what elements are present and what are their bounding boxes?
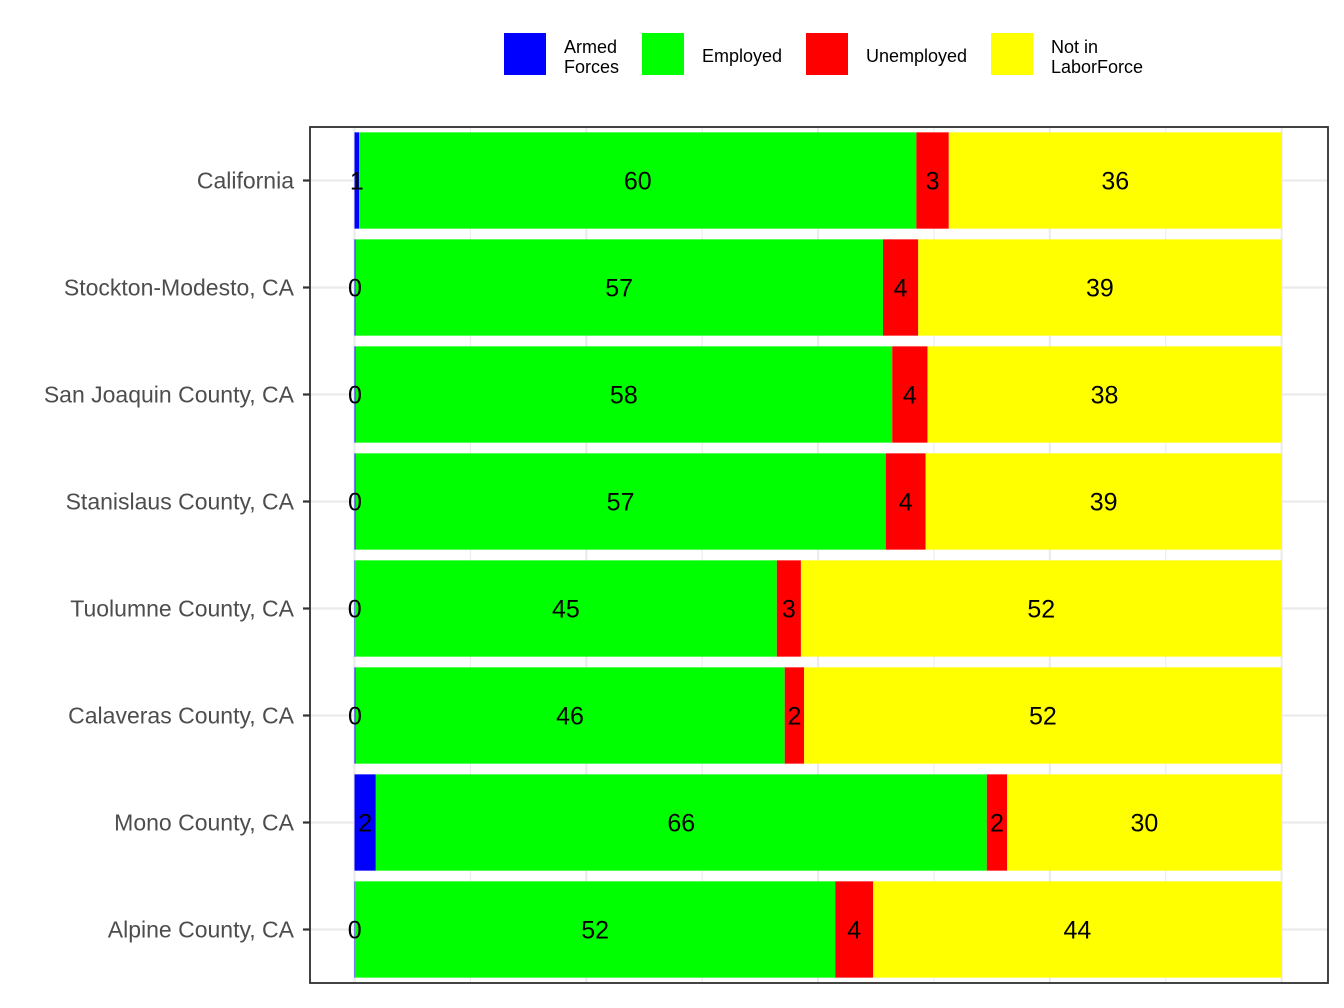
- bar-unemployed: [885, 453, 926, 550]
- bar-armed-forces: [354, 132, 360, 229]
- legend-key-not-in-laborforce: [991, 33, 1033, 75]
- y-tick-label: Alpine County, CA: [108, 917, 295, 943]
- value-label: 58: [610, 382, 638, 410]
- value-label: 0: [348, 382, 362, 410]
- bar-employed: [355, 453, 886, 550]
- bar-not-in-laborforce: [800, 560, 1282, 657]
- bar-not-in-laborforce: [948, 132, 1282, 229]
- value-label: 1: [350, 168, 364, 196]
- bar-unemployed: [892, 346, 928, 443]
- bars: [354, 132, 1282, 978]
- legend-label: Unemployed: [866, 46, 967, 66]
- bar-unemployed: [986, 774, 1008, 871]
- bar-armed-forces: [354, 667, 356, 764]
- legend-key-employed: [642, 33, 684, 75]
- y-tick-label: Stockton-Modesto, CA: [64, 275, 295, 301]
- value-label: 38: [1091, 382, 1119, 410]
- bar-armed-forces: [354, 453, 356, 550]
- value-label: 4: [847, 917, 861, 945]
- bar-armed-forces: [354, 346, 356, 443]
- value-label: 45: [552, 596, 580, 624]
- legend: Armed Forces Employed Unemployed Not in Labor…: [504, 33, 1143, 77]
- bar-not-in-laborforce: [873, 881, 1282, 978]
- y-tick-label: Stanislaus County, CA: [66, 489, 295, 515]
- value-label: 0: [348, 275, 362, 303]
- legend-label: Not in LaborForce: [1051, 37, 1143, 77]
- value-label: 52: [1027, 596, 1055, 624]
- value-label: 0: [348, 489, 362, 517]
- y-tick-label: Calaveras County, CA: [68, 703, 294, 729]
- value-label: 4: [894, 275, 908, 303]
- bar-employed: [359, 132, 917, 229]
- value-label: 39: [1090, 489, 1118, 517]
- bar-armed-forces: [354, 560, 356, 657]
- value-label: 0: [348, 917, 362, 945]
- value-label: 60: [624, 168, 652, 196]
- panel-frame: [309, 126, 1329, 984]
- legend-key-unemployed: [806, 33, 848, 75]
- value-label: 3: [782, 596, 796, 624]
- bar-employed: [354, 881, 836, 978]
- value-labels: 1 60 3 36 0 57 4 39 0 58 4 38 0 57 4 39 0 45 3 52 0 46 2 52 2 66 2…: [348, 168, 1159, 945]
- value-label: 46: [556, 703, 584, 731]
- legend-key-armed-forces: [504, 33, 546, 75]
- bar-unemployed: [784, 667, 805, 764]
- value-label: 57: [607, 489, 635, 517]
- y-tick-label: Mono County, CA: [114, 810, 294, 836]
- value-label: 0: [348, 596, 362, 624]
- bar-employed: [355, 239, 883, 336]
- bar-unemployed: [835, 881, 874, 978]
- value-label: 2: [990, 810, 1004, 838]
- bar-employed: [354, 560, 777, 657]
- value-label: 57: [605, 275, 633, 303]
- bar-armed-forces: [354, 881, 356, 978]
- y-tick-label: San Joaquin County, CA: [44, 382, 295, 408]
- value-label: 39: [1086, 275, 1114, 303]
- value-label: 66: [667, 810, 695, 838]
- bar-employed: [355, 667, 785, 764]
- bar-not-in-laborforce: [804, 667, 1282, 764]
- y-axis: California Stockton-Modesto, CA San Joaqui…: [44, 168, 310, 943]
- value-label: 36: [1101, 168, 1129, 196]
- value-label: 3: [926, 168, 940, 196]
- bar-unemployed: [776, 560, 801, 657]
- bar-unemployed: [916, 132, 949, 229]
- bar-employed: [375, 774, 987, 871]
- bar-not-in-laborforce: [1007, 774, 1282, 871]
- y-tick-label: Tuolumne County, CA: [70, 596, 294, 622]
- legend-label: Armed Forces: [564, 37, 619, 77]
- bar-employed: [355, 346, 893, 443]
- y-tick-label: California: [197, 168, 294, 194]
- value-label: 30: [1131, 810, 1159, 838]
- value-label: 0: [348, 703, 362, 731]
- value-label: 4: [903, 382, 917, 410]
- value-label: 2: [358, 810, 372, 838]
- bar-armed-forces: [354, 774, 376, 871]
- bar-not-in-laborforce: [925, 453, 1282, 550]
- bar-unemployed: [882, 239, 919, 336]
- bar-not-in-laborforce: [927, 346, 1282, 443]
- value-label: 52: [581, 917, 609, 945]
- plot-area: 1 60 3 36 0 57 4 39 0 58 4 38 0 57 4 39 0 45 3 52 0 46 2 52 2 66 2…: [309, 126, 1329, 984]
- value-label: 2: [787, 703, 801, 731]
- value-label: 44: [1064, 917, 1092, 945]
- value-label: 4: [899, 489, 913, 517]
- bar-armed-forces: [354, 239, 356, 336]
- legend-label: Employed: [702, 46, 782, 66]
- value-label: 52: [1029, 703, 1057, 731]
- bar-not-in-laborforce: [918, 239, 1282, 336]
